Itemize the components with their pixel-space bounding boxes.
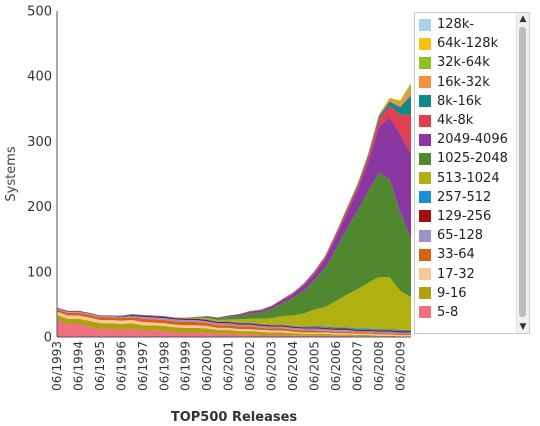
legend-swatch: [419, 76, 431, 88]
legend-label: 513-1024: [437, 171, 500, 186]
legend-label: 1025-2048: [437, 151, 508, 166]
legend-item[interactable]: 2049-4096: [415, 130, 519, 149]
legend-item[interactable]: 8k-16k: [415, 92, 519, 111]
legend-item[interactable]: 513-1024: [415, 169, 519, 188]
legend-swatch: [419, 287, 431, 299]
legend: 128k- 64k-128k 32k-64k 16k-32k 8k-16k 4k-8k 20…: [414, 12, 530, 334]
x-tick-label: 06/2008: [372, 341, 386, 391]
legend-item[interactable]: 9-16: [415, 284, 519, 303]
legend-label: 8k-16k: [437, 94, 482, 109]
legend-swatch: [419, 191, 431, 203]
x-tick-label: 06/1995: [93, 341, 107, 391]
y-tick-label: 200: [27, 200, 52, 215]
x-tick-label: 06/1997: [136, 341, 150, 391]
x-axis-title: TOP500 Releases: [171, 410, 298, 425]
legend-item[interactable]: 16k-32k: [415, 73, 519, 92]
legend-swatch: [419, 306, 431, 318]
legend-swatch: [419, 57, 431, 69]
legend-label: 33-64: [437, 247, 475, 262]
x-tick-label: 06/1994: [71, 341, 85, 391]
x-tick-label: 06/1993: [50, 341, 64, 391]
legend-item[interactable]: 65-128: [415, 226, 519, 245]
legend-item[interactable]: 128k-: [415, 15, 519, 34]
x-tick-label: 06/1996: [114, 341, 128, 391]
legend-swatch: [419, 38, 431, 50]
legend-label: 9-16: [437, 286, 467, 301]
legend-items: 128k- 64k-128k 32k-64k 16k-32k 8k-16k 4k-8k 20…: [415, 15, 519, 322]
legend-swatch: [419, 249, 431, 261]
stacked-areas: [57, 82, 411, 337]
legend-label: 257-512: [437, 190, 491, 205]
legend-swatch: [419, 210, 431, 222]
legend-label: 4k-8k: [437, 113, 473, 128]
scroll-thumb[interactable]: [519, 27, 526, 317]
y-tick-label: 500: [27, 5, 52, 20]
x-tick-label: 06/2007: [350, 341, 364, 391]
legend-swatch: [419, 268, 431, 280]
legend-label: 64k-128k: [437, 36, 498, 51]
x-tick-label: 06/2009: [393, 341, 407, 391]
legend-item[interactable]: 1025-2048: [415, 149, 519, 168]
legend-label: 129-256: [437, 209, 491, 224]
legend-item[interactable]: 17-32: [415, 264, 519, 283]
y-tick-label: 100: [27, 265, 52, 280]
x-tick-label: 06/2001: [222, 341, 236, 391]
legend-swatch: [419, 115, 431, 127]
legend-item[interactable]: 64k-128k: [415, 34, 519, 53]
legend-swatch: [419, 134, 431, 146]
y-axis-title: Systems: [4, 146, 19, 201]
x-tick-label: 06/2004: [286, 341, 300, 391]
legend-swatch: [419, 153, 431, 165]
x-tick-label: 06/1998: [157, 341, 171, 391]
legend-label: 128k-: [437, 17, 474, 32]
scroll-up-arrow-icon[interactable]: ▲: [517, 13, 529, 25]
legend-swatch: [419, 230, 431, 242]
x-tick-label: 06/2005: [307, 341, 321, 391]
legend-item[interactable]: 129-256: [415, 207, 519, 226]
legend-item[interactable]: 32k-64k: [415, 53, 519, 72]
legend-label: 2049-4096: [437, 132, 508, 147]
scroll-down-arrow-icon[interactable]: ▼: [517, 321, 529, 333]
y-tick-label: 300: [27, 135, 52, 150]
legend-item[interactable]: 4k-8k: [415, 111, 519, 130]
legend-item[interactable]: 5-8: [415, 303, 519, 322]
x-tick-label: 06/1999: [179, 341, 193, 391]
x-tick-label: 06/2006: [329, 341, 343, 391]
legend-item[interactable]: 257-512: [415, 188, 519, 207]
legend-swatch: [419, 95, 431, 107]
y-tick-label: 400: [27, 70, 52, 85]
legend-item[interactable]: 33-64: [415, 245, 519, 264]
x-tick-labels: 06/1993 06/1994 06/1995 06/1996 06/1997 06/19…: [50, 341, 407, 391]
x-tick-label: 06/2000: [200, 341, 214, 391]
x-tick-label: 06/2003: [265, 341, 279, 391]
legend-label: 16k-32k: [437, 75, 490, 90]
legend-swatch: [419, 172, 431, 184]
x-tick-label: 06/2002: [243, 341, 257, 391]
legend-swatch: [419, 19, 431, 31]
legend-label: 5-8: [437, 305, 458, 320]
legend-label: 17-32: [437, 267, 475, 282]
legend-label: 32k-64k: [437, 55, 490, 70]
legend-scrollbar[interactable]: ▲ ▼: [516, 13, 529, 333]
legend-label: 65-128: [437, 228, 483, 243]
